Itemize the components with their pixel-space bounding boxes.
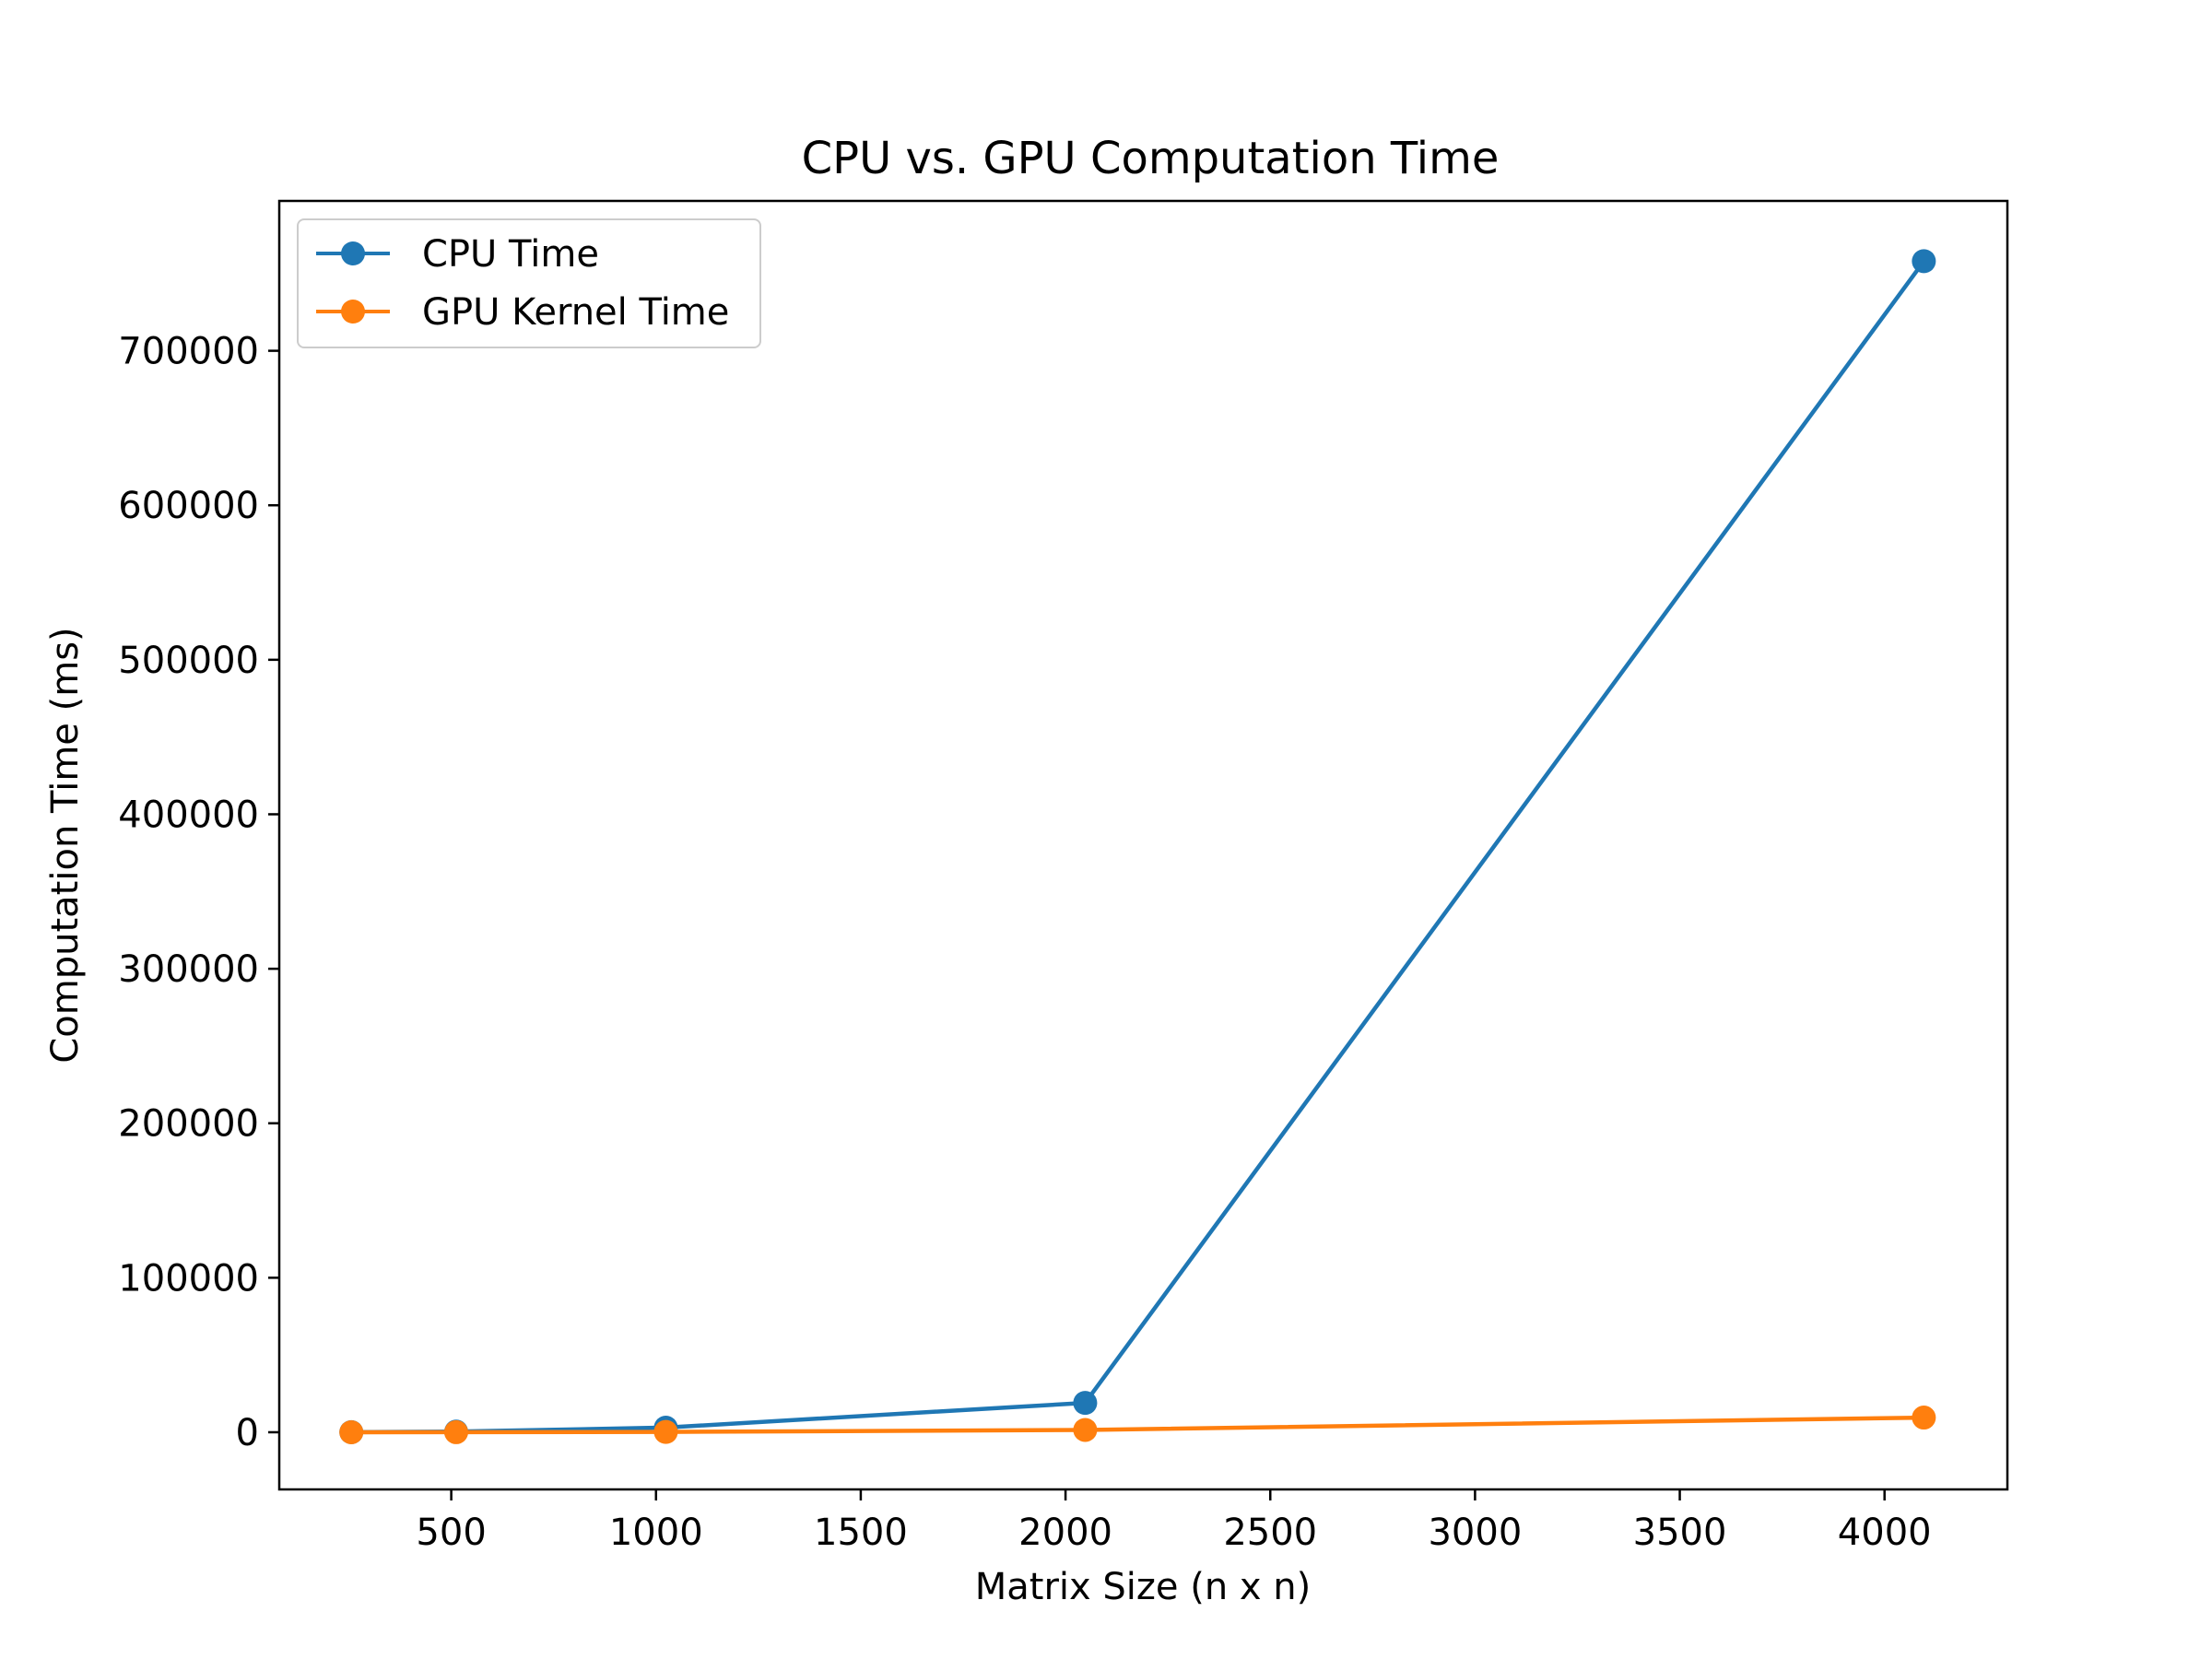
legend-cpu-marker [341,241,365,265]
y-tick-label: 500000 [118,640,259,682]
gpu-data-point [1912,1406,1936,1430]
legend-gpu-label: GPU Kernel Time [422,291,729,334]
x-tick-label: 500 [416,1512,486,1554]
x-tick-label: 1000 [609,1512,703,1554]
plot-frame [277,199,2009,1491]
cpu-data-point [1073,1391,1098,1416]
x-axis-ticks: 500 1000 1500 2000 2500 3000 3500 4000 [416,1489,1932,1554]
y-tick-label: 200000 [118,1103,259,1146]
gpu-data-point [1073,1418,1098,1442]
legend-box [297,218,761,348]
legend: CPU Time GPU Kernel Time [297,218,761,348]
x-tick-label: 1500 [814,1512,908,1554]
y-tick-label: 600000 [118,485,259,527]
legend-gpu-marker [341,300,365,324]
y-tick-label: 100000 [118,1257,259,1300]
x-tick-label: 3500 [1633,1512,1727,1554]
x-tick-label: 3000 [1428,1512,1522,1554]
legend-cpu-label: CPU Time [422,233,599,276]
y-axis-ticks: 0 100000 200000 300000 400000 500000 600000 700… [118,331,279,1454]
x-tick-label: 2000 [1018,1512,1112,1554]
y-tick-label: 700000 [118,331,259,373]
y-tick-label: 400000 [118,794,259,836]
gpu-data-point [339,1419,364,1444]
plot-series [339,249,1936,1444]
gpu-data-point [443,1419,468,1444]
y-axis-label: Computation Time (ms) [44,627,87,1063]
chart-title: CPU vs. GPU Computation Time [802,133,1500,184]
x-tick-label: 2500 [1223,1512,1317,1554]
y-tick-label: 300000 [118,948,259,991]
x-tick-label: 4000 [1838,1512,1932,1554]
cpu-data-point [1912,249,1936,274]
x-axis-label: Matrix Size (n x n) [975,1566,1312,1608]
gpu-data-point [653,1419,678,1444]
y-tick-label: 0 [236,1412,259,1454]
